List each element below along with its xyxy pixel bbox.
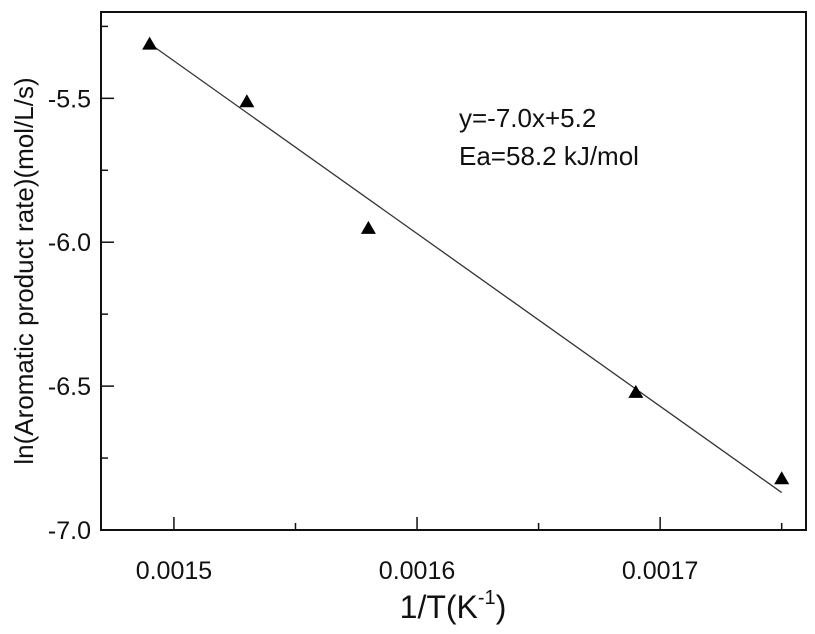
x-axis-title: 1/T(K-1): [400, 587, 507, 625]
fit-line: [149, 43, 783, 494]
y-axis-title: ln(Aromatic product rate)(mol/L/s): [9, 77, 39, 464]
data-point-triangle: [239, 94, 255, 108]
x-axis-title-sup: -1: [478, 587, 496, 609]
data-point-triangle: [360, 220, 376, 234]
y-tick-label: -5.5: [48, 85, 91, 113]
x-axis-title-main: 1/T(K: [400, 589, 478, 625]
data-point-triangle: [142, 36, 158, 50]
y-axis-ticks: -7.0 -6.5 -6.0 -5.5: [48, 25, 114, 545]
x-axis-ticks: 0.0015 0.0016 0.0017: [136, 517, 783, 585]
equation-annotation: y=-7.0x+5.2: [459, 103, 596, 133]
y-tick-label: -7.0: [48, 517, 91, 545]
data-point-triangle: [774, 471, 790, 485]
data-points: [142, 36, 790, 485]
x-axis-title-end: ): [496, 589, 507, 625]
y-tick-label: -6.0: [48, 229, 91, 257]
data-point-triangle: [628, 384, 644, 398]
x-tick-label: 0.0015: [136, 557, 212, 585]
y-tick-label: -6.5: [48, 373, 91, 401]
x-tick-label: 0.0016: [379, 557, 455, 585]
activation-energy-annotation: Ea=58.2 kJ/mol: [459, 141, 639, 171]
x-tick-label: 0.0017: [622, 557, 698, 585]
plot-frame: [100, 11, 807, 531]
